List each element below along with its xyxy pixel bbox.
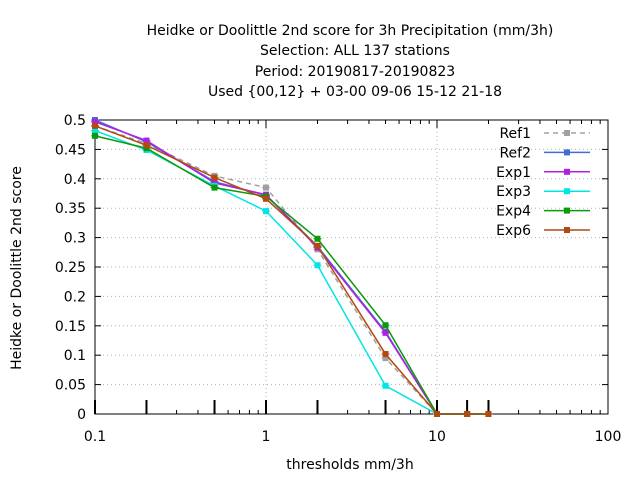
plot-frame — [94, 119, 609, 415]
y-tick-label: 0.05 — [55, 378, 86, 394]
chart-titles: Heidke or Doolittle 2nd score for 3h Pre… — [147, 23, 554, 100]
legend-marker-ref1 — [564, 130, 570, 136]
chart-title-line-1: Heidke or Doolittle 2nd score for 3h Pre… — [147, 23, 554, 39]
legend-label-exp6: Exp6 — [496, 223, 531, 239]
legend-marker-exp4 — [564, 207, 570, 214]
y-tick-label: 0 — [77, 407, 86, 423]
x-tick-label: 1 — [262, 429, 271, 445]
y-tick-label: 0.15 — [55, 319, 86, 335]
series-line-exp1 — [94, 121, 489, 415]
legend-marker-exp3 — [564, 188, 570, 195]
y-tick-label: 0.1 — [64, 348, 86, 364]
x-tick-label: 0.1 — [84, 429, 106, 445]
legend-label-ref1: Ref1 — [499, 126, 531, 142]
chart-title-line-2: Selection: ALL 137 stations — [260, 43, 450, 59]
series-line-ref1 — [94, 125, 489, 415]
y-axis-label: Heidke or Doolittle 2nd score — [9, 166, 25, 370]
legend: Ref1 Ref2 Exp1 Exp3 Exp4 Exp6 — [496, 126, 590, 239]
y-tick-label: 0.35 — [55, 201, 86, 217]
series-line-exp4 — [94, 135, 489, 415]
series-line-exp6 — [94, 125, 489, 415]
legend-label-ref2: Ref2 — [499, 145, 531, 161]
y-tick-label: 0.45 — [55, 142, 86, 158]
legend-label-exp1: Exp1 — [496, 165, 531, 181]
axes — [94, 119, 609, 415]
series-layer — [91, 117, 493, 417]
y-tick-label: 0.2 — [64, 289, 86, 305]
x-tick-label: 100 — [595, 429, 622, 445]
y-tick-label: 0.25 — [55, 260, 86, 276]
legend-label-exp4: Exp4 — [496, 204, 531, 220]
chart-title-line-3: Period: 20190817-20190823 — [255, 64, 455, 80]
tick-labels: 0 0.05 0.1 0.15 0.2 0.25 0.3 0.35 0.4 0.45 0.5 0.1 1… — [55, 113, 622, 445]
series-line-exp3 — [94, 129, 489, 415]
legend-marker-exp1 — [564, 168, 570, 175]
y-tick-label: 0.5 — [64, 113, 86, 129]
y-tick-label: 0.3 — [64, 231, 86, 247]
legend-marker-ref2 — [564, 149, 570, 156]
x-tick-label: 10 — [428, 429, 446, 445]
legend-marker-exp6 — [564, 227, 570, 233]
x-axis-label: thresholds mm/3h — [286, 457, 413, 473]
legend-label-exp3: Exp3 — [496, 184, 531, 200]
chart-title-line-4: Used {00,12} + 03-00 09-06 15-12 21-18 — [208, 84, 502, 100]
y-tick-label: 0.4 — [64, 172, 86, 188]
